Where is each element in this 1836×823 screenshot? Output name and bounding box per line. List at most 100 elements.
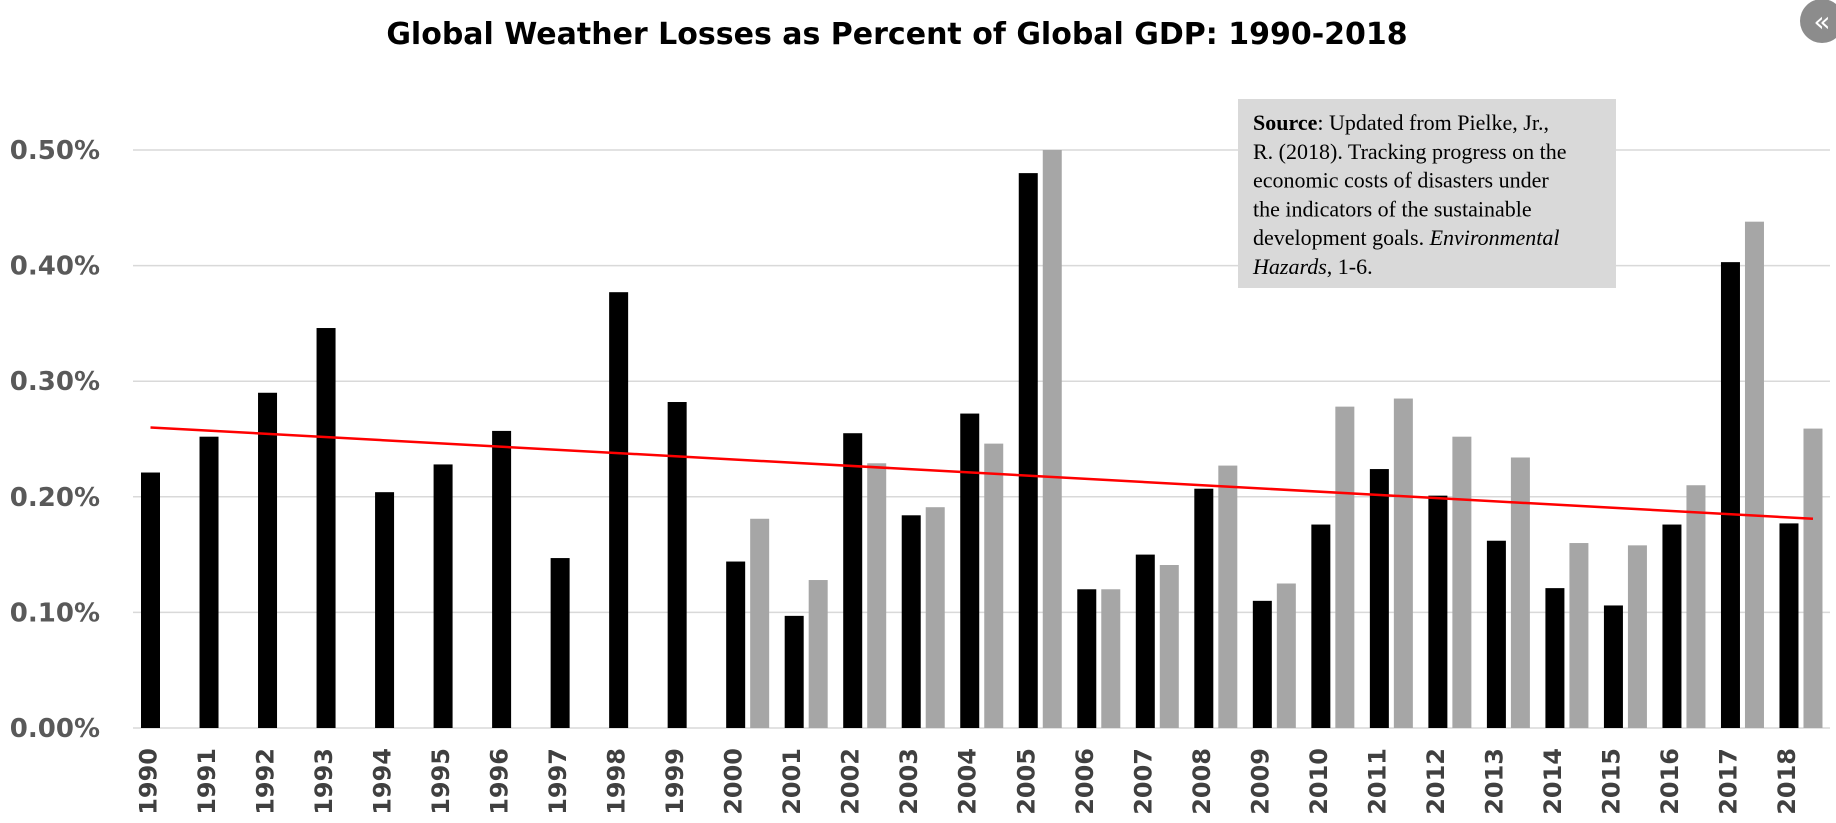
bar-secondary-2018 <box>1803 428 1823 728</box>
x-tick-label: 2018 <box>1773 748 1801 815</box>
bar-primary-2011 <box>1369 469 1389 728</box>
x-tick-label: 2015 <box>1597 748 1625 815</box>
bar-secondary-2015 <box>1627 545 1647 728</box>
source-note-run: , 1-6. <box>1327 254 1373 279</box>
bar-secondary-2003 <box>925 507 945 728</box>
y-tick-label: 0.50% <box>10 136 100 166</box>
x-tick-label: 1990 <box>135 748 163 815</box>
x-tick-label: 2003 <box>895 748 923 815</box>
bar-primary-1990 <box>141 472 160 728</box>
x-tick-label: 2006 <box>1071 748 1099 815</box>
bar-secondary-2009 <box>1276 583 1296 728</box>
x-tick-label: 2005 <box>1012 748 1040 815</box>
bar-primary-2003 <box>901 515 921 728</box>
x-tick-label: 1994 <box>369 748 397 815</box>
y-tick-label: 0.10% <box>10 598 100 628</box>
bar-primary-2000 <box>726 561 746 728</box>
x-tick-label: 2011 <box>1363 748 1391 815</box>
y-tick-label: 0.30% <box>10 367 100 397</box>
bar-primary-1993 <box>316 328 336 728</box>
bar-primary-2017 <box>1720 262 1740 728</box>
x-tick-label: 2004 <box>954 748 982 815</box>
bar-secondary-2004 <box>984 443 1004 728</box>
bar-primary-1995 <box>433 464 453 728</box>
bar-primary-1998 <box>609 292 629 728</box>
x-tick-label: 2010 <box>1305 748 1333 815</box>
x-tick-label: 2007 <box>1129 748 1157 815</box>
x-tick-label: 1991 <box>193 748 221 815</box>
bar-primary-1992 <box>258 392 278 728</box>
bar-primary-2009 <box>1252 600 1272 728</box>
collapse-button-bg[interactable] <box>1800 0 1836 43</box>
bar-primary-2014 <box>1545 588 1565 728</box>
bar-secondary-2006 <box>1101 589 1121 728</box>
source-note-run: economic costs of disasters under <box>1253 168 1549 193</box>
double-chevron-left-icon[interactable]: « <box>1813 5 1830 38</box>
x-tick-label: 1992 <box>252 748 280 815</box>
source-note-run: Hazards <box>1252 254 1327 279</box>
source-note-run: : Updated from Pielke, Jr., <box>1317 110 1549 135</box>
x-tick-label: 2014 <box>1539 748 1567 815</box>
bar-primary-2013 <box>1486 540 1506 728</box>
x-tick-label: 2017 <box>1714 748 1742 815</box>
bar-primary-1997 <box>550 558 570 728</box>
bar-primary-2012 <box>1428 495 1448 728</box>
bar-secondary-2013 <box>1510 457 1530 728</box>
bar-primary-2016 <box>1662 524 1682 728</box>
source-note-text: Source: Updated from Pielke, Jr., R. (201… <box>1252 110 1566 279</box>
bar-primary-2002 <box>843 433 863 728</box>
y-tick-label: 0.20% <box>10 483 100 513</box>
bar-primary-1999 <box>667 402 687 728</box>
bar-primary-2005 <box>1018 173 1038 728</box>
x-tick-label: 2013 <box>1480 748 1508 815</box>
bar-secondary-2017 <box>1744 221 1764 728</box>
bar-secondary-2002 <box>867 463 887 728</box>
bar-secondary-2016 <box>1686 485 1706 728</box>
bar-primary-2015 <box>1603 605 1623 728</box>
x-tick-label: 1998 <box>603 748 631 815</box>
bar-secondary-2005 <box>1042 150 1062 728</box>
source-note-run: Source <box>1253 110 1318 135</box>
bar-primary-2018 <box>1779 523 1799 728</box>
source-note-run: R. (2018). Tracking progress on the <box>1253 139 1566 164</box>
bar-secondary-2008 <box>1218 465 1238 728</box>
x-tick-label: 1995 <box>427 748 455 815</box>
bar-primary-2006 <box>1077 589 1097 728</box>
bar-secondary-2000 <box>750 518 770 728</box>
x-tick-label: 2012 <box>1422 748 1450 815</box>
source-note: Source: Updated from Pielke, Jr., R. (201… <box>1238 99 1616 288</box>
source-note-run: the indicators of the sustainable <box>1253 196 1532 221</box>
x-tick-label: 2002 <box>837 748 865 815</box>
x-axis-tick-labels: 1990 1991 1992 1993 1994 1995 1996 1997 1998 1999… <box>135 748 1801 815</box>
x-tick-label: 2000 <box>720 748 748 815</box>
chart-title: Global Weather Losses as Percent of Glob… <box>386 17 1407 52</box>
bar-primary-2008 <box>1194 488 1214 728</box>
source-note-box <box>1238 99 1616 288</box>
source-note-run: Environmental <box>1429 225 1560 250</box>
x-tick-label: 1999 <box>661 748 689 815</box>
bar-secondary-2007 <box>1159 565 1179 728</box>
bars <box>141 150 1823 728</box>
trendline-group <box>150 426 1814 521</box>
y-tick-label: 0.00% <box>10 714 100 744</box>
bar-primary-2010 <box>1311 524 1331 728</box>
x-tick-label: 2008 <box>1188 748 1216 815</box>
y-tick-label: 0.40% <box>10 252 100 282</box>
x-tick-label: 2009 <box>1246 748 1274 815</box>
bar-secondary-2001 <box>808 580 828 728</box>
bar-secondary-2014 <box>1569 543 1589 728</box>
source-note-run: development goals. <box>1253 225 1430 250</box>
bar-primary-2007 <box>1135 554 1155 728</box>
collapse-sidebar-button[interactable]: « <box>1800 0 1836 43</box>
bar-secondary-2012 <box>1452 436 1472 728</box>
trendline <box>150 426 1814 521</box>
y-axis-tick-labels: 0.00% 0.10% 0.20% 0.30% 0.40% 0.50% <box>10 136 100 744</box>
bar-primary-2001 <box>784 615 804 728</box>
bar-primary-1991 <box>199 436 219 728</box>
x-tick-label: 1997 <box>544 748 572 815</box>
bar-primary-1994 <box>375 492 395 728</box>
bar-secondary-2011 <box>1393 398 1413 728</box>
x-tick-label: 2016 <box>1656 748 1684 815</box>
x-tick-label: 2001 <box>778 748 806 815</box>
